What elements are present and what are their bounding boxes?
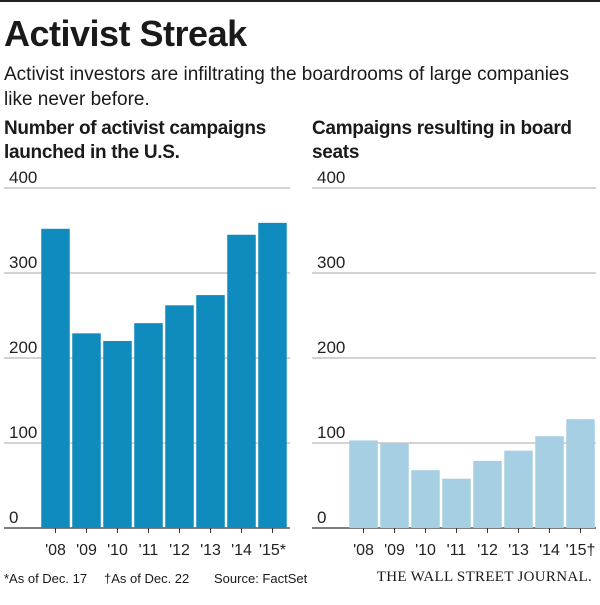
bar xyxy=(473,460,502,528)
x-tick-label: '12 xyxy=(477,542,498,559)
y-tick-label: 0 xyxy=(9,508,18,527)
y-tick-label: 0 xyxy=(317,508,326,527)
x-tick-label: '08 xyxy=(45,542,66,559)
bar xyxy=(504,450,533,528)
bar xyxy=(134,323,163,528)
bar xyxy=(258,222,287,528)
wsj-logo: THE WALL STREET JOURNAL. xyxy=(376,569,592,585)
y-tick-label: 300 xyxy=(9,253,37,272)
x-tick-label: '10 xyxy=(107,542,128,559)
x-tick-label: '13 xyxy=(508,542,529,559)
bar xyxy=(442,478,471,528)
x-tick-label: '11 xyxy=(139,542,159,559)
bar xyxy=(196,295,225,528)
x-tick-label: '15* xyxy=(259,542,286,559)
x-tick-label: '11 xyxy=(447,542,467,559)
y-tick-label: 400 xyxy=(9,168,37,187)
x-tick-label: '14 xyxy=(231,542,252,559)
bar xyxy=(227,234,256,528)
y-tick-label: 100 xyxy=(317,423,345,442)
x-tick-label: '14 xyxy=(539,542,560,559)
bar xyxy=(380,443,409,528)
x-tick-label: '12 xyxy=(169,542,190,559)
headline: Activist Streak xyxy=(4,13,247,54)
y-tick-label: 400 xyxy=(317,168,345,187)
left-chart-title: Number of activist campaigns launched in… xyxy=(4,118,266,163)
y-tick-label: 300 xyxy=(317,253,345,272)
right-chart-title: Campaigns resulting in board seats xyxy=(312,118,572,163)
top-rule xyxy=(0,0,600,2)
y-tick-label: 200 xyxy=(317,338,345,357)
bar xyxy=(411,470,440,528)
bar xyxy=(72,333,101,528)
y-tick-label: 200 xyxy=(9,338,37,357)
footnote-2: †As of Dec. 22 xyxy=(104,571,190,586)
bar xyxy=(165,305,194,528)
x-tick-label: '15† xyxy=(566,542,596,559)
x-tick-label: '09 xyxy=(384,542,405,559)
bar xyxy=(535,436,564,528)
y-tick-label: 100 xyxy=(9,423,37,442)
x-tick-label: '10 xyxy=(415,542,436,559)
x-tick-label: '13 xyxy=(200,542,221,559)
source-note: Source: FactSet xyxy=(214,571,308,586)
subtitle: Activist investors are infiltrating the … xyxy=(4,64,569,110)
x-tick-label: '08 xyxy=(353,542,374,559)
bar xyxy=(103,341,132,528)
bar xyxy=(41,228,70,529)
footnote-1: *As of Dec. 17 xyxy=(4,571,88,586)
x-tick-label: '09 xyxy=(76,542,97,559)
bar xyxy=(349,440,378,528)
bar xyxy=(566,419,595,528)
